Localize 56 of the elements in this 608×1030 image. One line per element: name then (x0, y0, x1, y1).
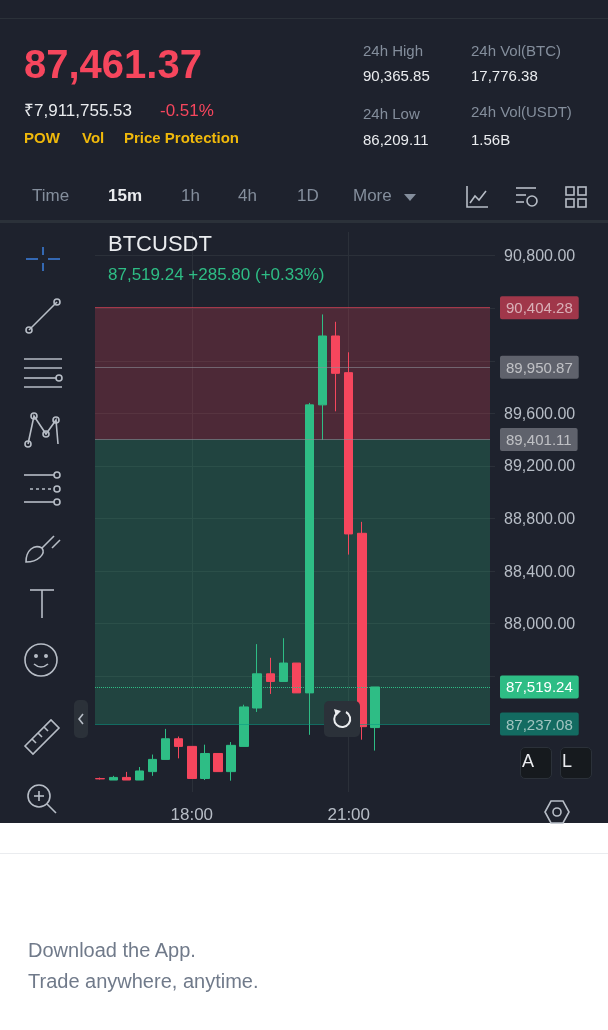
text: 1.56B (471, 131, 511, 148)
candlestick (292, 662, 301, 694)
text: 24h High (363, 42, 424, 59)
candlestick (109, 775, 118, 781)
candlestick (226, 741, 236, 782)
text: 4h (238, 186, 257, 205)
candlestick (318, 313, 327, 441)
x-tick-label: 21:00 (327, 805, 371, 824)
candlestick (122, 771, 131, 781)
text: 17,776.38 (471, 67, 538, 84)
text: 90,365.85 (363, 67, 430, 84)
ref-line-label: 90,404.28 (506, 299, 573, 317)
candlestick (187, 745, 197, 779)
y-tick-label: 88,800.00 (504, 510, 576, 528)
text: More (353, 186, 392, 205)
text: 24h Vol(USDT) (471, 103, 572, 120)
chart-title: BTCUSDT (108, 230, 212, 256)
ref-line-label: 89,950.87 (506, 358, 573, 376)
candlestick (174, 736, 183, 759)
text: 87,519.24 +285.80 (+0.33%) (108, 265, 325, 284)
text: ₹7,911,755.53 (24, 101, 132, 120)
text: A (522, 751, 535, 771)
text: 24h Low (363, 105, 420, 122)
candlestick (213, 752, 223, 773)
candlestick (239, 704, 249, 747)
text: 24h Vol(BTC) (471, 42, 562, 59)
candlestick (331, 321, 340, 412)
candlestick (266, 657, 275, 695)
candlestick (200, 744, 210, 781)
text: 1h (181, 186, 200, 205)
text: 86,209.11 (363, 131, 429, 148)
y-tick-label: 88,000.00 (504, 615, 576, 633)
candlestick (357, 521, 367, 741)
ref-line-label: 87,237.08 (506, 715, 573, 733)
y-tick-label: 89,600.00 (504, 404, 576, 422)
text: -0.51% (160, 101, 214, 120)
text: Time (32, 186, 70, 205)
candlestick (148, 754, 157, 777)
x-tick-label: 18:00 (170, 805, 214, 824)
text: 87,461.37 (24, 42, 202, 86)
y-tick-label: 90,800.00 (504, 247, 576, 265)
candlestick (161, 728, 170, 760)
text: Vol (82, 129, 105, 146)
ref-line-label: 89,401.11 (506, 431, 572, 449)
y-tick-label: 89,200.00 (504, 457, 576, 475)
text: POW (24, 129, 60, 146)
text: Price Protection (124, 129, 240, 146)
text: 1D (297, 186, 319, 205)
text: Download the App. (28, 939, 196, 961)
candlestick (279, 637, 288, 682)
text: Trade anywhere, anytime. (28, 970, 259, 992)
text: L (562, 751, 573, 771)
candlestick (135, 766, 144, 781)
y-tick-label: 88,400.00 (504, 562, 576, 580)
text: 15m (108, 186, 143, 205)
ref-line-label: 87,519.24 (506, 678, 573, 696)
